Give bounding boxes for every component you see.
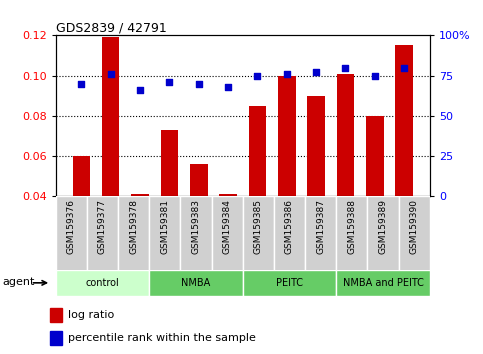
Point [312,70,320,75]
Bar [242,196,274,271]
Text: GSM159390: GSM159390 [410,199,419,254]
Bar [366,116,384,196]
Text: GSM159381: GSM159381 [160,199,169,254]
Bar [242,270,336,296]
Bar [395,45,413,196]
Text: GSM159384: GSM159384 [223,199,232,253]
Text: PEITC: PEITC [276,278,303,288]
Text: GSM159385: GSM159385 [254,199,263,254]
Text: log ratio: log ratio [68,310,114,320]
Point [400,65,408,70]
Point [283,71,291,77]
Bar [72,156,90,196]
Bar [307,96,325,196]
Bar [149,196,180,271]
Point [136,87,144,93]
Bar [56,270,149,296]
Bar [337,74,354,196]
Text: GSM159387: GSM159387 [316,199,325,254]
Bar [212,196,242,271]
Text: GSM159376: GSM159376 [67,199,76,254]
Point [195,81,202,87]
Bar [274,196,305,271]
Bar [219,194,237,196]
Bar [180,196,212,271]
Point [341,65,349,70]
Point [166,79,173,85]
Bar [368,196,398,271]
Point [224,84,232,90]
Text: GSM159383: GSM159383 [191,199,200,254]
Text: GSM159386: GSM159386 [285,199,294,254]
Text: control: control [85,278,119,288]
Point [77,81,85,87]
Bar [190,164,208,196]
Bar [278,76,296,196]
Bar [102,38,119,196]
Text: GSM159388: GSM159388 [347,199,356,254]
Point [107,71,114,77]
Bar [131,194,149,196]
Point [371,73,379,79]
Bar [149,270,242,296]
Text: GSM159377: GSM159377 [98,199,107,254]
Text: GSM159389: GSM159389 [379,199,387,254]
Text: agent: agent [3,276,35,287]
Text: NMBA and PEITC: NMBA and PEITC [342,278,424,288]
Bar [50,308,62,322]
Text: percentile rank within the sample: percentile rank within the sample [68,332,256,343]
Bar [336,270,430,296]
Text: GSM159378: GSM159378 [129,199,138,254]
Bar [56,196,87,271]
Bar [336,196,368,271]
Bar [249,106,266,196]
Point [254,73,261,79]
Bar [118,196,149,271]
Bar [160,130,178,196]
Text: NMBA: NMBA [181,278,211,288]
Bar [50,331,62,344]
Bar [398,196,430,271]
Bar [87,196,118,271]
Text: GDS2839 / 42791: GDS2839 / 42791 [56,21,166,34]
Bar [305,196,336,271]
